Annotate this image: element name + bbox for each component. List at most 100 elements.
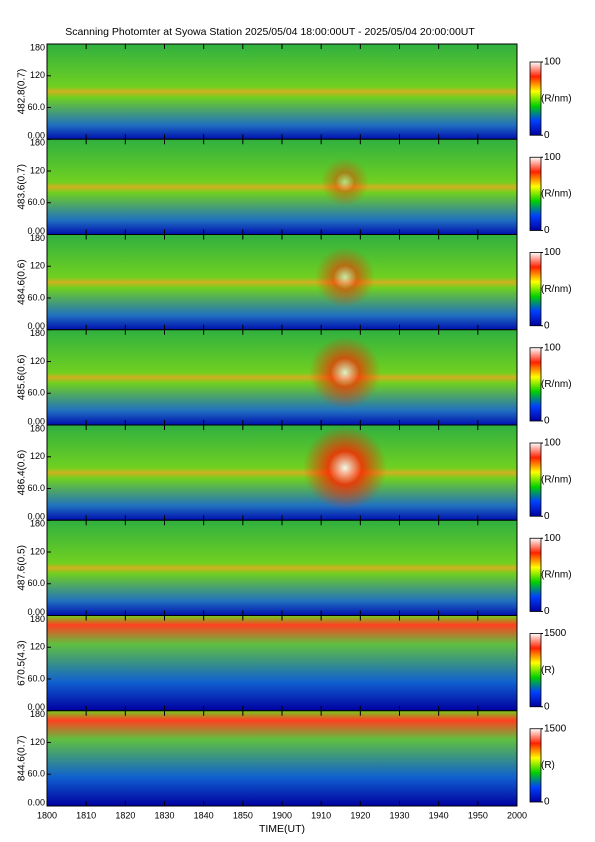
y-tick-label: 180 (30, 614, 45, 624)
colorbar (529, 633, 542, 708)
colorbar (529, 728, 542, 803)
colorbar-tick-label: 0 (544, 416, 550, 427)
heatmap (47, 615, 517, 711)
x-tick-label: 1830 (154, 810, 174, 820)
colorbar (529, 347, 542, 422)
y-tick-label: 0.00 (27, 131, 45, 141)
colorbar-label: (R/nm) (541, 189, 572, 200)
y-axis-label: 844.6(0.7) (17, 736, 28, 782)
y-tick-label: 180 (30, 709, 45, 719)
y-tick-label: 0.00 (27, 416, 45, 426)
colorbar-label: (R/nm) (541, 379, 572, 390)
y-tick-label: 120 (30, 451, 45, 461)
colorbar-tick-label: 0 (544, 606, 550, 617)
y-axis-label: 485.6(0.6) (17, 355, 28, 401)
colorbar-tick-label: 100 (544, 533, 561, 544)
y-tick-label: 60.0 (27, 388, 45, 398)
x-tick-label: 1930 (389, 810, 409, 820)
y-tick-label: 60.0 (27, 292, 45, 302)
colorbar-label: (R) (541, 665, 555, 676)
colorbar-tick-label: 100 (544, 57, 561, 68)
y-axis-label: 487.6(0.5) (17, 545, 28, 591)
x-tick-label: 1840 (194, 810, 214, 820)
x-tick-label: 1940 (429, 810, 449, 820)
x-tick-label: 1820 (115, 810, 135, 820)
colorbar-tick-label: 1500 (544, 723, 567, 734)
x-tick-label: 1900 (272, 810, 292, 820)
chart-title: Scanning Photomter at Syowa Station 2025… (65, 26, 475, 38)
y-tick-label: 0.00 (27, 702, 45, 712)
colorbar-tick-label: 1500 (544, 628, 567, 639)
y-tick-label: 180 (30, 42, 45, 52)
y-tick-label: 0.00 (27, 226, 45, 236)
heatmap (47, 139, 517, 235)
y-axis-label: 483.6(0.7) (17, 164, 28, 210)
colorbar-tick-label: 100 (544, 247, 561, 258)
aurora-spot (303, 425, 387, 510)
y-tick-label: 180 (30, 519, 45, 529)
colorbar-tick-label: 0 (544, 511, 550, 522)
y-tick-label: 120 (30, 642, 45, 652)
x-tick-label: 1850 (233, 810, 253, 820)
y-tick-label: 60.0 (27, 769, 45, 779)
heatmap (47, 329, 517, 425)
aurora-spot (315, 247, 375, 308)
y-axis-label: 486.4(0.6) (17, 450, 28, 496)
colorbar-tick-label: 100 (544, 152, 561, 163)
heatmap (47, 425, 517, 521)
x-axis-label: TIME(UT) (259, 823, 305, 835)
colorbar-tick-label: 0 (544, 797, 550, 808)
colorbar (529, 61, 542, 136)
y-tick-label: 60.0 (27, 102, 45, 112)
y-tick-label: 180 (30, 423, 45, 433)
y-tick-label: 120 (30, 546, 45, 556)
y-tick-label: 120 (30, 356, 45, 366)
colorbar-label: (R) (541, 760, 555, 771)
y-axis-label: 670.5(4.3) (17, 640, 28, 686)
y-tick-label: 120 (30, 737, 45, 747)
x-tick-label: 1950 (468, 810, 488, 820)
y-tick-label: 120 (30, 70, 45, 80)
y-tick-label: 180 (30, 328, 45, 338)
y-tick-label: 180 (30, 233, 45, 243)
y-axis-label: 484.6(0.6) (17, 259, 28, 305)
colorbar-tick-label: 0 (544, 225, 550, 236)
x-tick-label: 1910 (311, 810, 331, 820)
heatmap (47, 520, 517, 616)
heatmap (47, 234, 517, 330)
colorbar-tick-label: 0 (544, 320, 550, 331)
heatmap (47, 710, 517, 806)
aurora-spot (309, 336, 381, 409)
y-tick-label: 60.0 (27, 197, 45, 207)
colorbar-label: (R/nm) (541, 284, 572, 295)
colorbar-label: (R/nm) (541, 474, 572, 485)
y-tick-label: 0.00 (27, 607, 45, 617)
heatmap (47, 44, 517, 140)
colorbar-tick-label: 100 (544, 438, 561, 449)
y-tick-label: 60.0 (27, 673, 45, 683)
colorbar (529, 537, 542, 612)
y-tick-label: 120 (30, 261, 45, 271)
y-tick-label: 0.00 (27, 512, 45, 522)
colorbar (529, 252, 542, 327)
x-tick-label: 1920 (350, 810, 370, 820)
x-tick-label: 2000 (507, 810, 527, 820)
y-tick-label: 60.0 (27, 578, 45, 588)
colorbar-tick-label: 0 (544, 130, 550, 141)
colorbar-label: (R/nm) (541, 93, 572, 104)
y-tick-label: 0.00 (27, 321, 45, 331)
aurora-spot (321, 158, 369, 207)
y-tick-label: 180 (30, 138, 45, 148)
colorbar (529, 156, 542, 231)
x-tick-label: 1810 (76, 810, 96, 820)
colorbar-label: (R/nm) (541, 570, 572, 581)
y-tick-label: 60.0 (27, 483, 45, 493)
colorbar-tick-label: 100 (544, 342, 561, 353)
y-tick-label: 120 (30, 165, 45, 175)
x-tick-label: 1800 (37, 810, 57, 820)
y-tick-label: 0.00 (27, 797, 45, 807)
colorbar-tick-label: 0 (544, 701, 550, 712)
colorbar (529, 442, 542, 517)
y-axis-label: 482.8(0.7) (17, 69, 28, 115)
